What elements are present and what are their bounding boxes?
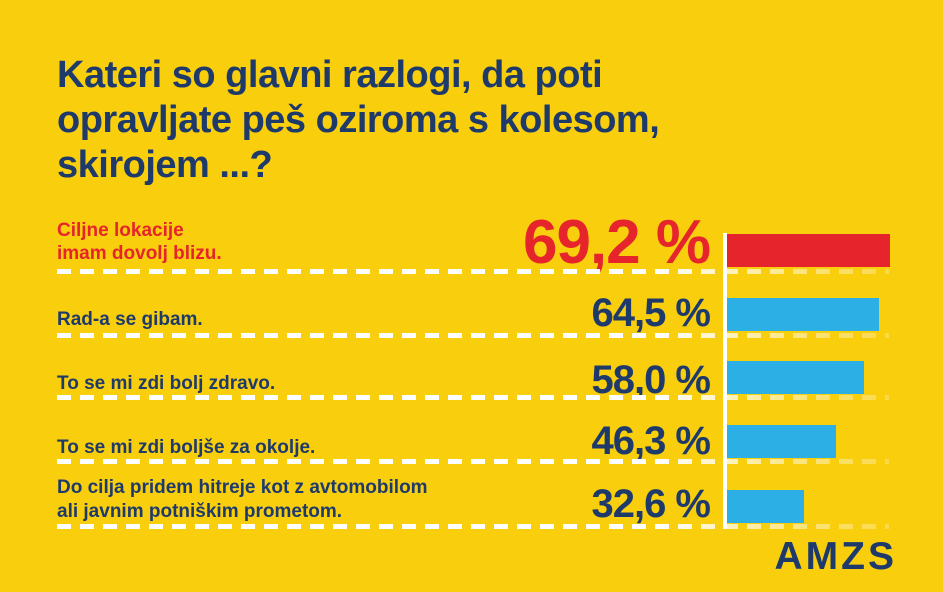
row-separator-dashed-line: [57, 269, 889, 274]
value-label: 64,5 %: [591, 291, 711, 335]
row-label: Do cilja pridem hitreje kot z avtomobilo…: [57, 477, 428, 522]
row-label: To se mi zdi boljše za okolje.: [57, 437, 316, 458]
row-separator-dashed-line: [57, 459, 889, 464]
bar-bolj-zdravo: [727, 361, 864, 394]
bar-boljse-za-okolje: [727, 425, 836, 458]
row-label: Rad-a se gibam.: [57, 309, 203, 330]
row-label: To se mi zdi bolj zdravo.: [57, 373, 276, 394]
value-label: 58,0 %: [591, 358, 711, 402]
row-separator-dashed-line: [57, 333, 889, 338]
amzs-logo: AMZS: [774, 535, 897, 578]
value-label: 32,6 %: [591, 482, 711, 526]
value-label: 46,3 %: [591, 419, 711, 463]
chart-title-line-3: skirojem ...?: [57, 144, 273, 186]
row-label: Ciljne lokacije imam dovolj blizu.: [57, 220, 222, 264]
bar-ciljne-lokacije: [727, 234, 890, 267]
bar-hitreje-do-cilja: [727, 490, 804, 523]
chart-title: Kateri so glavni razlogi, da poti opravl…: [57, 53, 660, 188]
bar-rad-se-gibam: [727, 298, 879, 331]
chart-title-line-2: opravljate peš oziroma s kolesom,: [57, 99, 660, 141]
value-label: 69,2 %: [522, 208, 711, 277]
row-separator-dashed-line: [57, 524, 889, 529]
axis-line: [723, 233, 727, 529]
chart-title-line-1: Kateri so glavni razlogi, da poti: [57, 54, 603, 96]
row-separator-dashed-line: [57, 395, 889, 400]
